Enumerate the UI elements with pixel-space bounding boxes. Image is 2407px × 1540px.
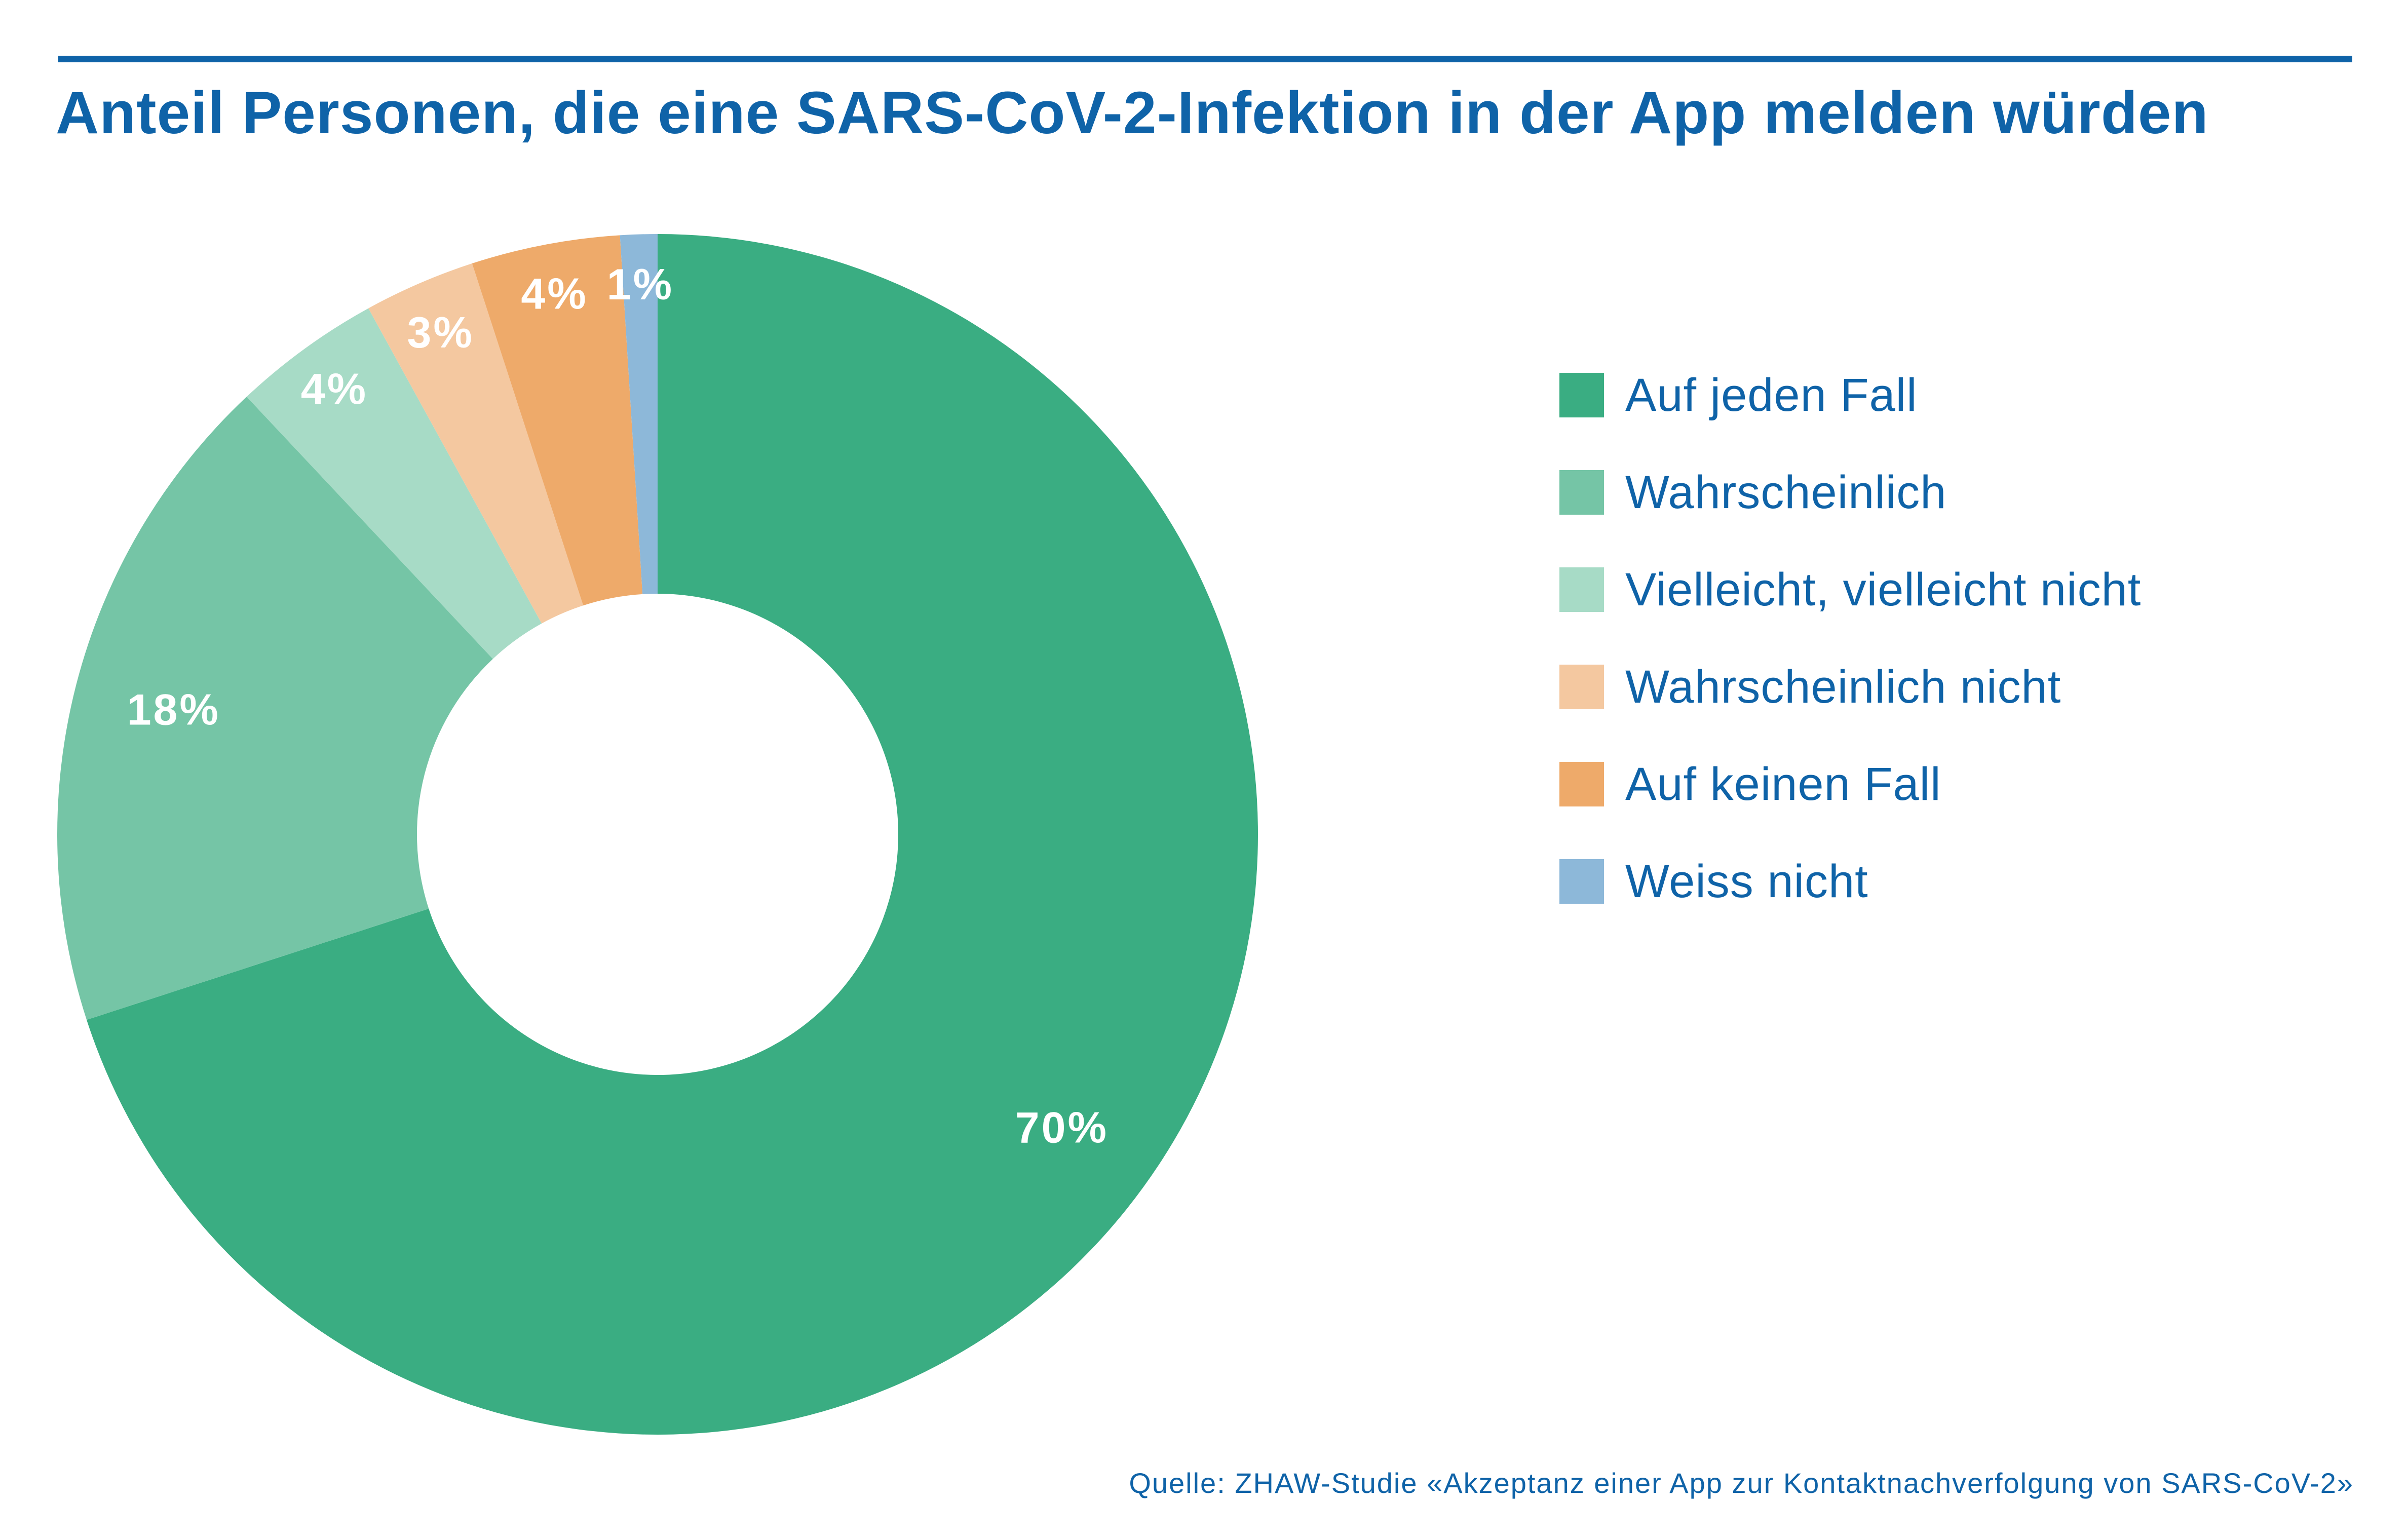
chart-legend: Auf jeden Fall Wahrscheinlich Vielleicht, … — [1559, 369, 2141, 953]
donut-slice-1 — [86, 234, 1258, 1435]
legend-swatch — [1559, 373, 1604, 417]
source-note: Quelle: ZHAW-Studie «Akzeptanz einer App… — [1129, 1467, 2354, 1499]
legend-item-5: Auf keinen Fall — [1559, 758, 2141, 810]
top-rule — [58, 56, 2352, 62]
legend-item-2: Wahrscheinlich — [1559, 467, 2141, 518]
legend-item-1: Auf jeden Fall — [1559, 369, 2141, 421]
donut-slice-6 — [620, 234, 658, 594]
legend-item-6: Weiss nicht — [1559, 856, 2141, 907]
legend-label: Wahrscheinlich — [1625, 466, 1947, 518]
legend-swatch — [1559, 567, 1604, 612]
donut-slice-5 — [472, 235, 643, 606]
slice-label-2: 18% — [127, 686, 220, 735]
legend-swatch — [1559, 665, 1604, 709]
legend-swatch — [1559, 470, 1604, 515]
donut-slice-4 — [368, 263, 584, 624]
legend-label: Auf keinen Fall — [1625, 758, 1941, 810]
legend-swatch — [1559, 859, 1604, 904]
slice-label-1: 70% — [1015, 1104, 1109, 1152]
legend-item-3: Vielleicht, vielleicht nicht — [1559, 564, 2141, 615]
legend-swatch — [1559, 762, 1604, 806]
legend-item-4: Wahrscheinlich nicht — [1559, 661, 2141, 713]
legend-label: Weiss nicht — [1625, 855, 1868, 907]
slice-label-3: 4% — [301, 365, 368, 414]
donut-slice-3 — [246, 308, 542, 659]
chart-title: Anteil Personen, die eine SARS-CoV-2-Inf… — [56, 80, 2209, 146]
slice-label-4: 3% — [407, 309, 474, 357]
legend-label: Vielleicht, vielleicht nicht — [1625, 563, 2142, 615]
legend-label: Auf jeden Fall — [1625, 369, 1918, 421]
slice-label-6: 1% — [607, 260, 674, 309]
slice-label-5: 4% — [521, 270, 588, 319]
legend-label: Wahrscheinlich nicht — [1625, 661, 2061, 713]
donut-slice-2 — [57, 397, 493, 1020]
